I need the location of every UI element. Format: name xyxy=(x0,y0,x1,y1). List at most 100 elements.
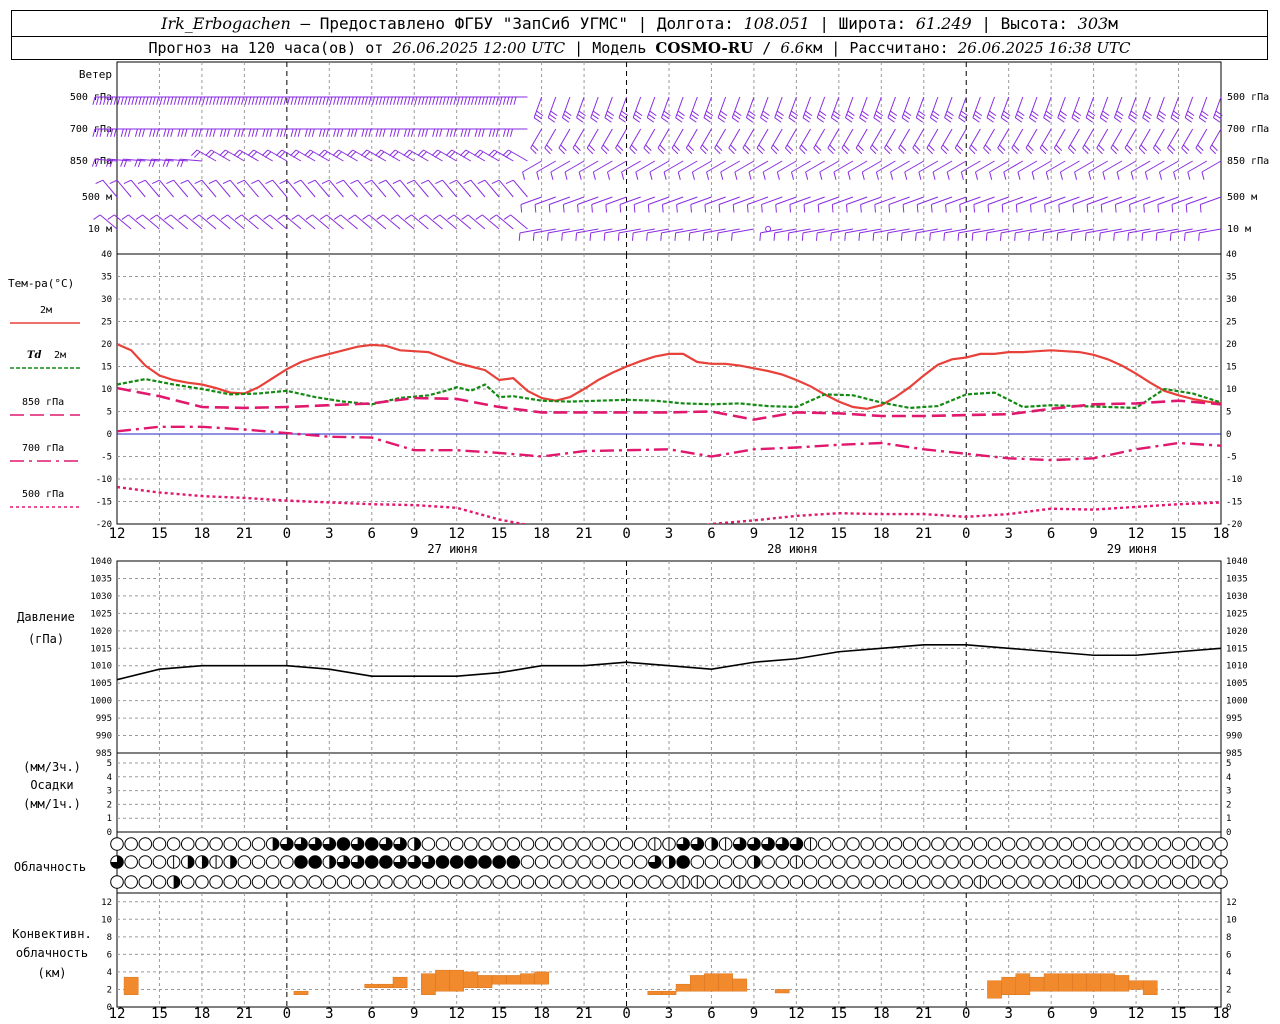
wind-barb-feather xyxy=(1114,117,1122,123)
wind-barb-staff xyxy=(873,228,896,234)
conv-xtick-label: 3 xyxy=(325,1006,333,1022)
cloud-circle xyxy=(1001,837,1016,851)
wind-barb-feather xyxy=(121,214,129,220)
wind-barb-feather xyxy=(360,149,368,157)
wind-barb xyxy=(449,179,472,198)
wind-barb xyxy=(1070,228,1094,241)
cloud-symbol xyxy=(902,875,917,889)
wind-barb xyxy=(932,160,953,180)
cloud-circle xyxy=(152,855,167,869)
cloud-symbol xyxy=(633,855,648,869)
conv-ytick-left: 6 xyxy=(107,950,112,960)
wind-barb-feather xyxy=(674,232,677,241)
wind-barb-feather xyxy=(843,144,850,152)
wind-barb xyxy=(447,214,472,230)
cloud-symbol xyxy=(1016,837,1030,851)
wind-barb-staff xyxy=(692,160,712,173)
cloud-symbol xyxy=(1129,875,1143,889)
cloud-circle xyxy=(464,837,478,851)
cloud-symbol xyxy=(393,855,407,869)
wind-barb xyxy=(959,196,981,213)
pressure-line xyxy=(116,643,1222,681)
cloud-symbol xyxy=(888,875,903,889)
conv-xtick-label: 12 xyxy=(448,1006,465,1022)
wind-barb-staff xyxy=(578,160,599,173)
wind-barb-feather xyxy=(283,128,287,137)
wind-barb-staff xyxy=(563,196,585,205)
cloud-symbol xyxy=(152,837,167,851)
wind-barb-feather xyxy=(536,171,540,180)
temp-xtick-label: 9 xyxy=(1089,526,1097,542)
conv-bar xyxy=(647,990,663,995)
wind-barb-staff xyxy=(961,160,981,173)
wind-barb-staff xyxy=(618,96,628,118)
wind-barb-feather xyxy=(1130,110,1138,117)
wind-barb xyxy=(1082,128,1095,155)
cloud-circle xyxy=(124,855,138,869)
wind-barb-feather xyxy=(1185,204,1188,213)
cloud-circle xyxy=(846,837,860,851)
wind-barb-feather xyxy=(972,117,980,123)
cloud-symbol xyxy=(1200,875,1214,889)
cloud-circle xyxy=(916,875,931,889)
wind-barb-feather xyxy=(449,128,453,137)
wind-barb-feather xyxy=(481,128,485,137)
wind-barb xyxy=(1028,228,1052,241)
wind-barb-feather xyxy=(815,144,822,152)
wind-barb-feather xyxy=(91,158,96,167)
wind-barb xyxy=(291,214,316,230)
cloud-symbol xyxy=(945,837,959,851)
wind-barb-feather xyxy=(562,204,565,213)
wind-barb-staff xyxy=(1170,228,1193,234)
wind-level-label-left: 500 м xyxy=(82,192,112,203)
wind-barb xyxy=(859,96,869,123)
wind-barb-staff xyxy=(784,128,797,149)
wind-barb-feather xyxy=(1101,113,1109,120)
wind-barb-staff xyxy=(747,196,769,205)
wind-barb-staff xyxy=(144,179,160,198)
cloud-symbol xyxy=(506,855,521,869)
wind-barb-feather xyxy=(307,151,314,158)
wind-barb-feather xyxy=(662,113,670,120)
pressure-ytick-right: 1010 xyxy=(1226,662,1248,672)
wind-barb xyxy=(1170,96,1181,123)
wind-barb-feather xyxy=(166,179,174,184)
wind-barb xyxy=(944,96,954,123)
wind-barb-staff xyxy=(159,179,174,198)
temp-ytick-left: 15 xyxy=(101,363,112,373)
wind-barb-staff xyxy=(714,128,727,149)
wind-barb xyxy=(304,149,330,162)
wind-barb-feather xyxy=(294,96,298,105)
wind-barb xyxy=(177,96,202,105)
wind-barb-feather xyxy=(719,113,727,120)
wind-barb-staff xyxy=(604,228,627,234)
wind-barb-feather xyxy=(265,179,273,184)
wind-barb-feather xyxy=(591,204,593,213)
wind-barb-staff xyxy=(803,196,825,205)
cloud-circle xyxy=(959,875,974,889)
wind-barb-feather xyxy=(1082,147,1089,155)
wind-barb xyxy=(845,96,855,123)
wind-barb xyxy=(674,228,698,241)
wind-barb-feather xyxy=(1015,117,1023,123)
wind-barb xyxy=(760,96,770,123)
precip-ytick-left: 5 xyxy=(107,759,112,769)
wind-barb xyxy=(1088,160,1109,180)
cloud-symbol xyxy=(209,837,223,851)
wind-barb xyxy=(261,149,288,162)
wind-barb-feather xyxy=(785,147,792,155)
wind-barb-feather xyxy=(485,96,489,105)
wind-barb xyxy=(350,179,373,198)
wind-barb-feather xyxy=(350,179,358,184)
wind-level-label-left: 700 гПа xyxy=(70,124,112,135)
wind-barb-feather xyxy=(95,179,104,184)
wind-barb-staff xyxy=(761,196,783,205)
temp-ytick-left: 40 xyxy=(101,250,112,260)
cloud-symbol xyxy=(1115,837,1129,851)
wind-barb-feather xyxy=(1056,232,1059,241)
wind-barb-feather xyxy=(276,96,280,105)
wind-barb xyxy=(162,158,188,168)
wind-barb xyxy=(884,128,896,155)
wind-barb-feather xyxy=(1068,147,1075,155)
wind-barb-feather xyxy=(234,214,242,220)
